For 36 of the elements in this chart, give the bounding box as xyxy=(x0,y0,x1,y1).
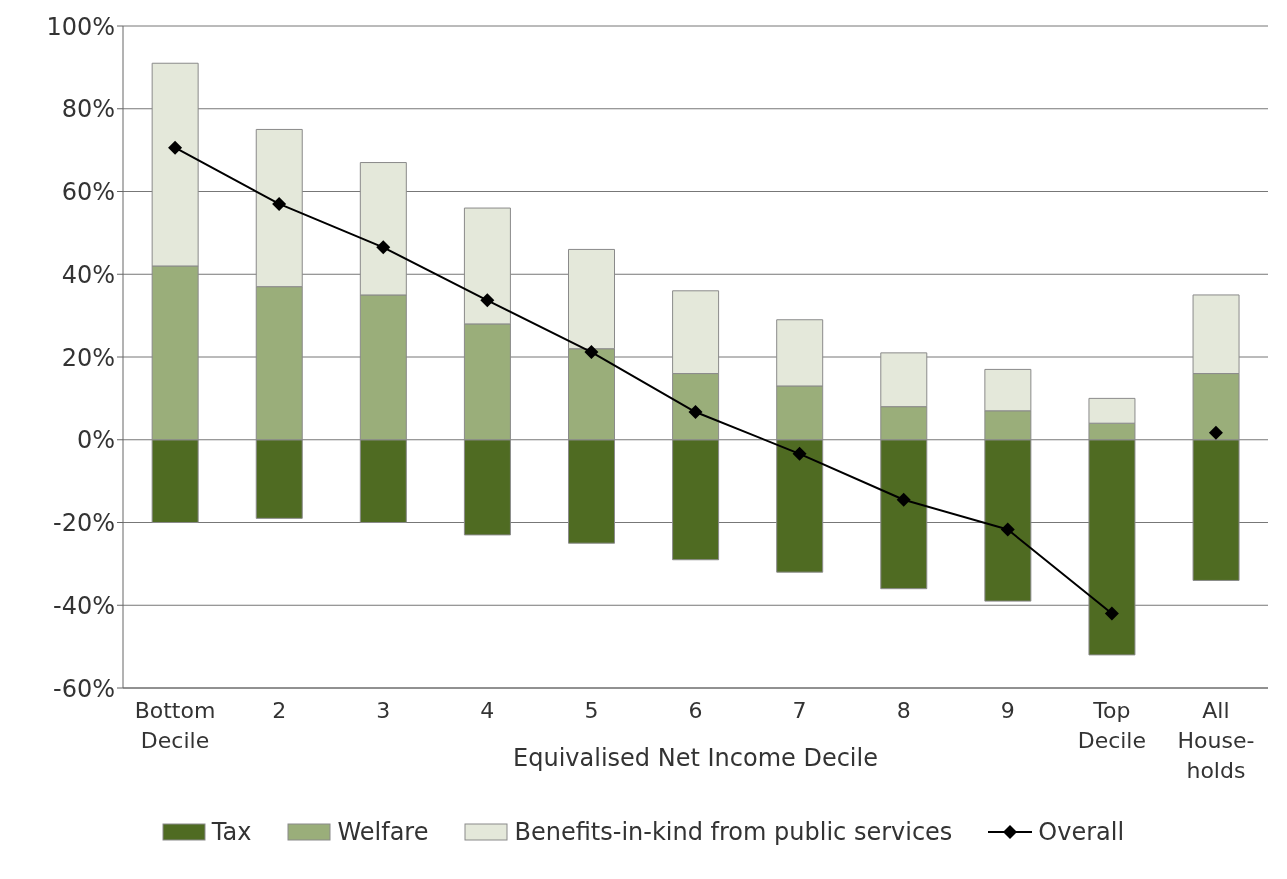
x-tick-label: 5 xyxy=(584,698,599,723)
y-tick-label: 100% xyxy=(46,12,115,41)
point xyxy=(480,293,495,308)
y-tick-label: 80% xyxy=(61,95,115,124)
point xyxy=(1104,606,1119,621)
x-tick-label: 6 xyxy=(688,698,703,723)
x-tick-label: Top Decile xyxy=(1077,698,1147,753)
x-tick-label: All House- holds xyxy=(1177,698,1255,783)
x-tick-label: Bottom Decile xyxy=(134,698,216,753)
x-axis-title: Equivalised Net Income Decile xyxy=(513,744,878,772)
point xyxy=(168,140,183,155)
point xyxy=(792,446,807,461)
legend-label: Welfare xyxy=(337,818,429,846)
point xyxy=(376,240,391,255)
y-tick-label: -40% xyxy=(52,591,115,620)
point xyxy=(272,196,287,211)
y-tick-label: -60% xyxy=(52,674,115,703)
x-tick-label: 8 xyxy=(896,698,911,723)
legend-label: Benefits-in-kind from public services xyxy=(514,818,953,846)
x-tick-label: 9 xyxy=(1000,698,1015,723)
legend-label: Tax xyxy=(211,818,252,846)
point xyxy=(1208,425,1223,440)
point xyxy=(896,492,911,507)
y-tick-label: 60% xyxy=(61,178,115,207)
y-tick-label: 40% xyxy=(61,260,115,289)
point xyxy=(1000,522,1015,537)
x-tick-label: 4 xyxy=(480,698,495,723)
legend-label: Overall xyxy=(1038,818,1125,846)
x-tick-label: 2 xyxy=(272,698,287,723)
y-tick-label: 20% xyxy=(61,343,115,372)
y-tick-label: 0% xyxy=(76,426,115,455)
point xyxy=(584,345,599,360)
point xyxy=(688,405,703,420)
y-tick-label: -20% xyxy=(52,509,115,538)
x-tick-label: 7 xyxy=(792,698,807,723)
x-tick-label: 3 xyxy=(376,698,391,723)
